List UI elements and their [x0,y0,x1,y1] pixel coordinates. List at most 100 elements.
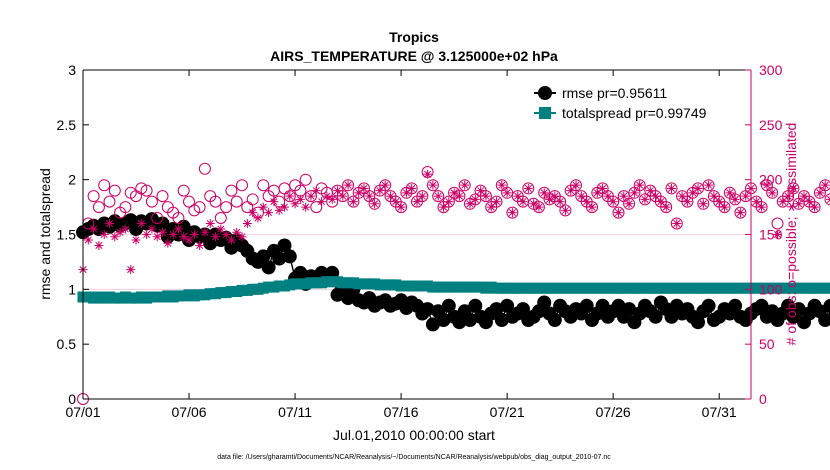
obs-assimilated-point [730,194,740,204]
obs-assimilated-point [560,205,570,215]
obs-possible-point [681,195,694,208]
rmse-point [754,298,769,313]
obs-assimilated-point [815,188,825,198]
obs-possible-point [246,193,259,206]
obs-assimilated-point [460,180,470,190]
obs-assimilated-point [242,219,252,229]
obs-assimilated-point [189,230,199,239]
obs-possible-point [92,201,105,214]
obs-assimilated-point [423,169,433,179]
obs-assimilated-point [205,219,215,229]
y-right-tick-label: 200 [759,172,783,188]
obs-assimilated-point [258,202,268,212]
obs-possible-point [718,201,731,214]
obs-assimilated-point [83,235,93,245]
obs-assimilated-point [470,194,480,204]
rmse-point [256,249,271,264]
obs-assimilated-point [788,183,798,193]
obs-assimilated-point [725,188,735,198]
obs-possible-point [347,195,360,208]
obs-assimilated-point [115,227,125,237]
obs-assimilated-point [778,197,788,207]
obs-assimilated-point [152,232,162,242]
obs-assimilated-point [412,197,422,207]
obs-assimilated-point [364,191,374,201]
obs-assimilated-point [131,235,141,245]
obs-possible-point [570,179,582,192]
obs-assimilated-point [698,199,708,209]
y-right-tick-label: 50 [759,336,775,352]
obs-possible-point [103,195,116,208]
y-left-tick-label: 3 [68,62,76,78]
obs-assimilated-point [688,188,698,198]
obs-assimilated-point [804,197,814,207]
y-left-tick-label: 0.5 [57,336,77,352]
obs-possible-point [119,201,132,214]
obs-assimilated-point [253,213,263,223]
obs-assimilated-point [105,219,115,229]
obs-assimilated-point [348,197,358,207]
obs-assimilated-point [290,199,300,209]
obs-possible-point [501,186,514,199]
obs-assimilated-point [370,199,380,209]
x-tick-label: 07/11 [278,404,312,420]
legend-rmse-label: rmse pr=0.95611 [562,85,667,101]
obs-possible-point [633,179,646,192]
obs-possible-point [506,206,519,219]
obs-assimilated-point [810,202,820,212]
y-axis-left-label: rmse and totalspread [37,168,53,300]
obs-assimilated-point [640,194,650,204]
obs-assimilated-point [502,188,512,198]
obs-assimilated-point [136,219,146,229]
obs-assimilated-point [221,230,231,239]
obs-assimilated-point [592,188,602,198]
obs-assimilated-point [417,191,427,201]
obs-assimilated-point [264,208,274,218]
obs-assimilated-point [651,191,661,201]
obs-assimilated-point [401,188,411,198]
obs-assimilated-point [714,197,724,207]
obs-assimilated-point [168,230,178,239]
obs-possible-point [336,190,349,203]
rmse-point [595,298,610,313]
obs-possible-point [432,190,445,203]
obs-assimilated-point [444,197,454,207]
obs-possible-point [225,184,238,197]
rmse-point [282,249,297,264]
obs-possible-point [787,182,800,195]
obs-assimilated-point [608,197,618,207]
obs-assimilated-point [709,191,719,201]
rmse-point [272,251,287,266]
obs-possible-point [177,184,190,197]
obs-assimilated-point [576,191,586,201]
obs-assimilated-point [794,199,804,209]
obs-assimilated-point [656,197,666,207]
obs-possible-point [808,201,821,214]
obs-assimilated-point [322,191,332,201]
y-right-tick-label: 250 [759,117,783,133]
x-tick-label: 07/26 [596,404,631,420]
rmse-point [155,216,170,231]
obs-assimilated-point [380,180,390,190]
rmse-point [701,298,716,313]
obs-possible-point [193,201,206,214]
obs-assimilated-point [682,197,692,207]
obs-assimilated-point [385,191,395,201]
obs-assimilated-point [624,199,634,209]
obs-assimilated-point [629,188,639,198]
obs-assimilated-point [550,191,560,201]
obs-assimilated-point [211,232,221,242]
obs-assimilated-point [179,232,189,242]
obs-possible-point [458,179,471,192]
legend-rmse-marker [538,86,552,100]
obs-possible-point [416,190,429,203]
y-right-tick-label: 150 [759,227,783,243]
rmse-point [664,309,679,324]
obs-assimilated-point [555,197,565,207]
obs-assimilated-point [820,180,830,190]
obs-assimilated-point [523,183,533,193]
y-axis-right-label: # of obs: o=possible; ∗=assimilated [783,123,799,346]
obs-possible-point [220,201,233,214]
obs-assimilated-point [635,180,645,190]
obs-possible-point [135,182,148,195]
